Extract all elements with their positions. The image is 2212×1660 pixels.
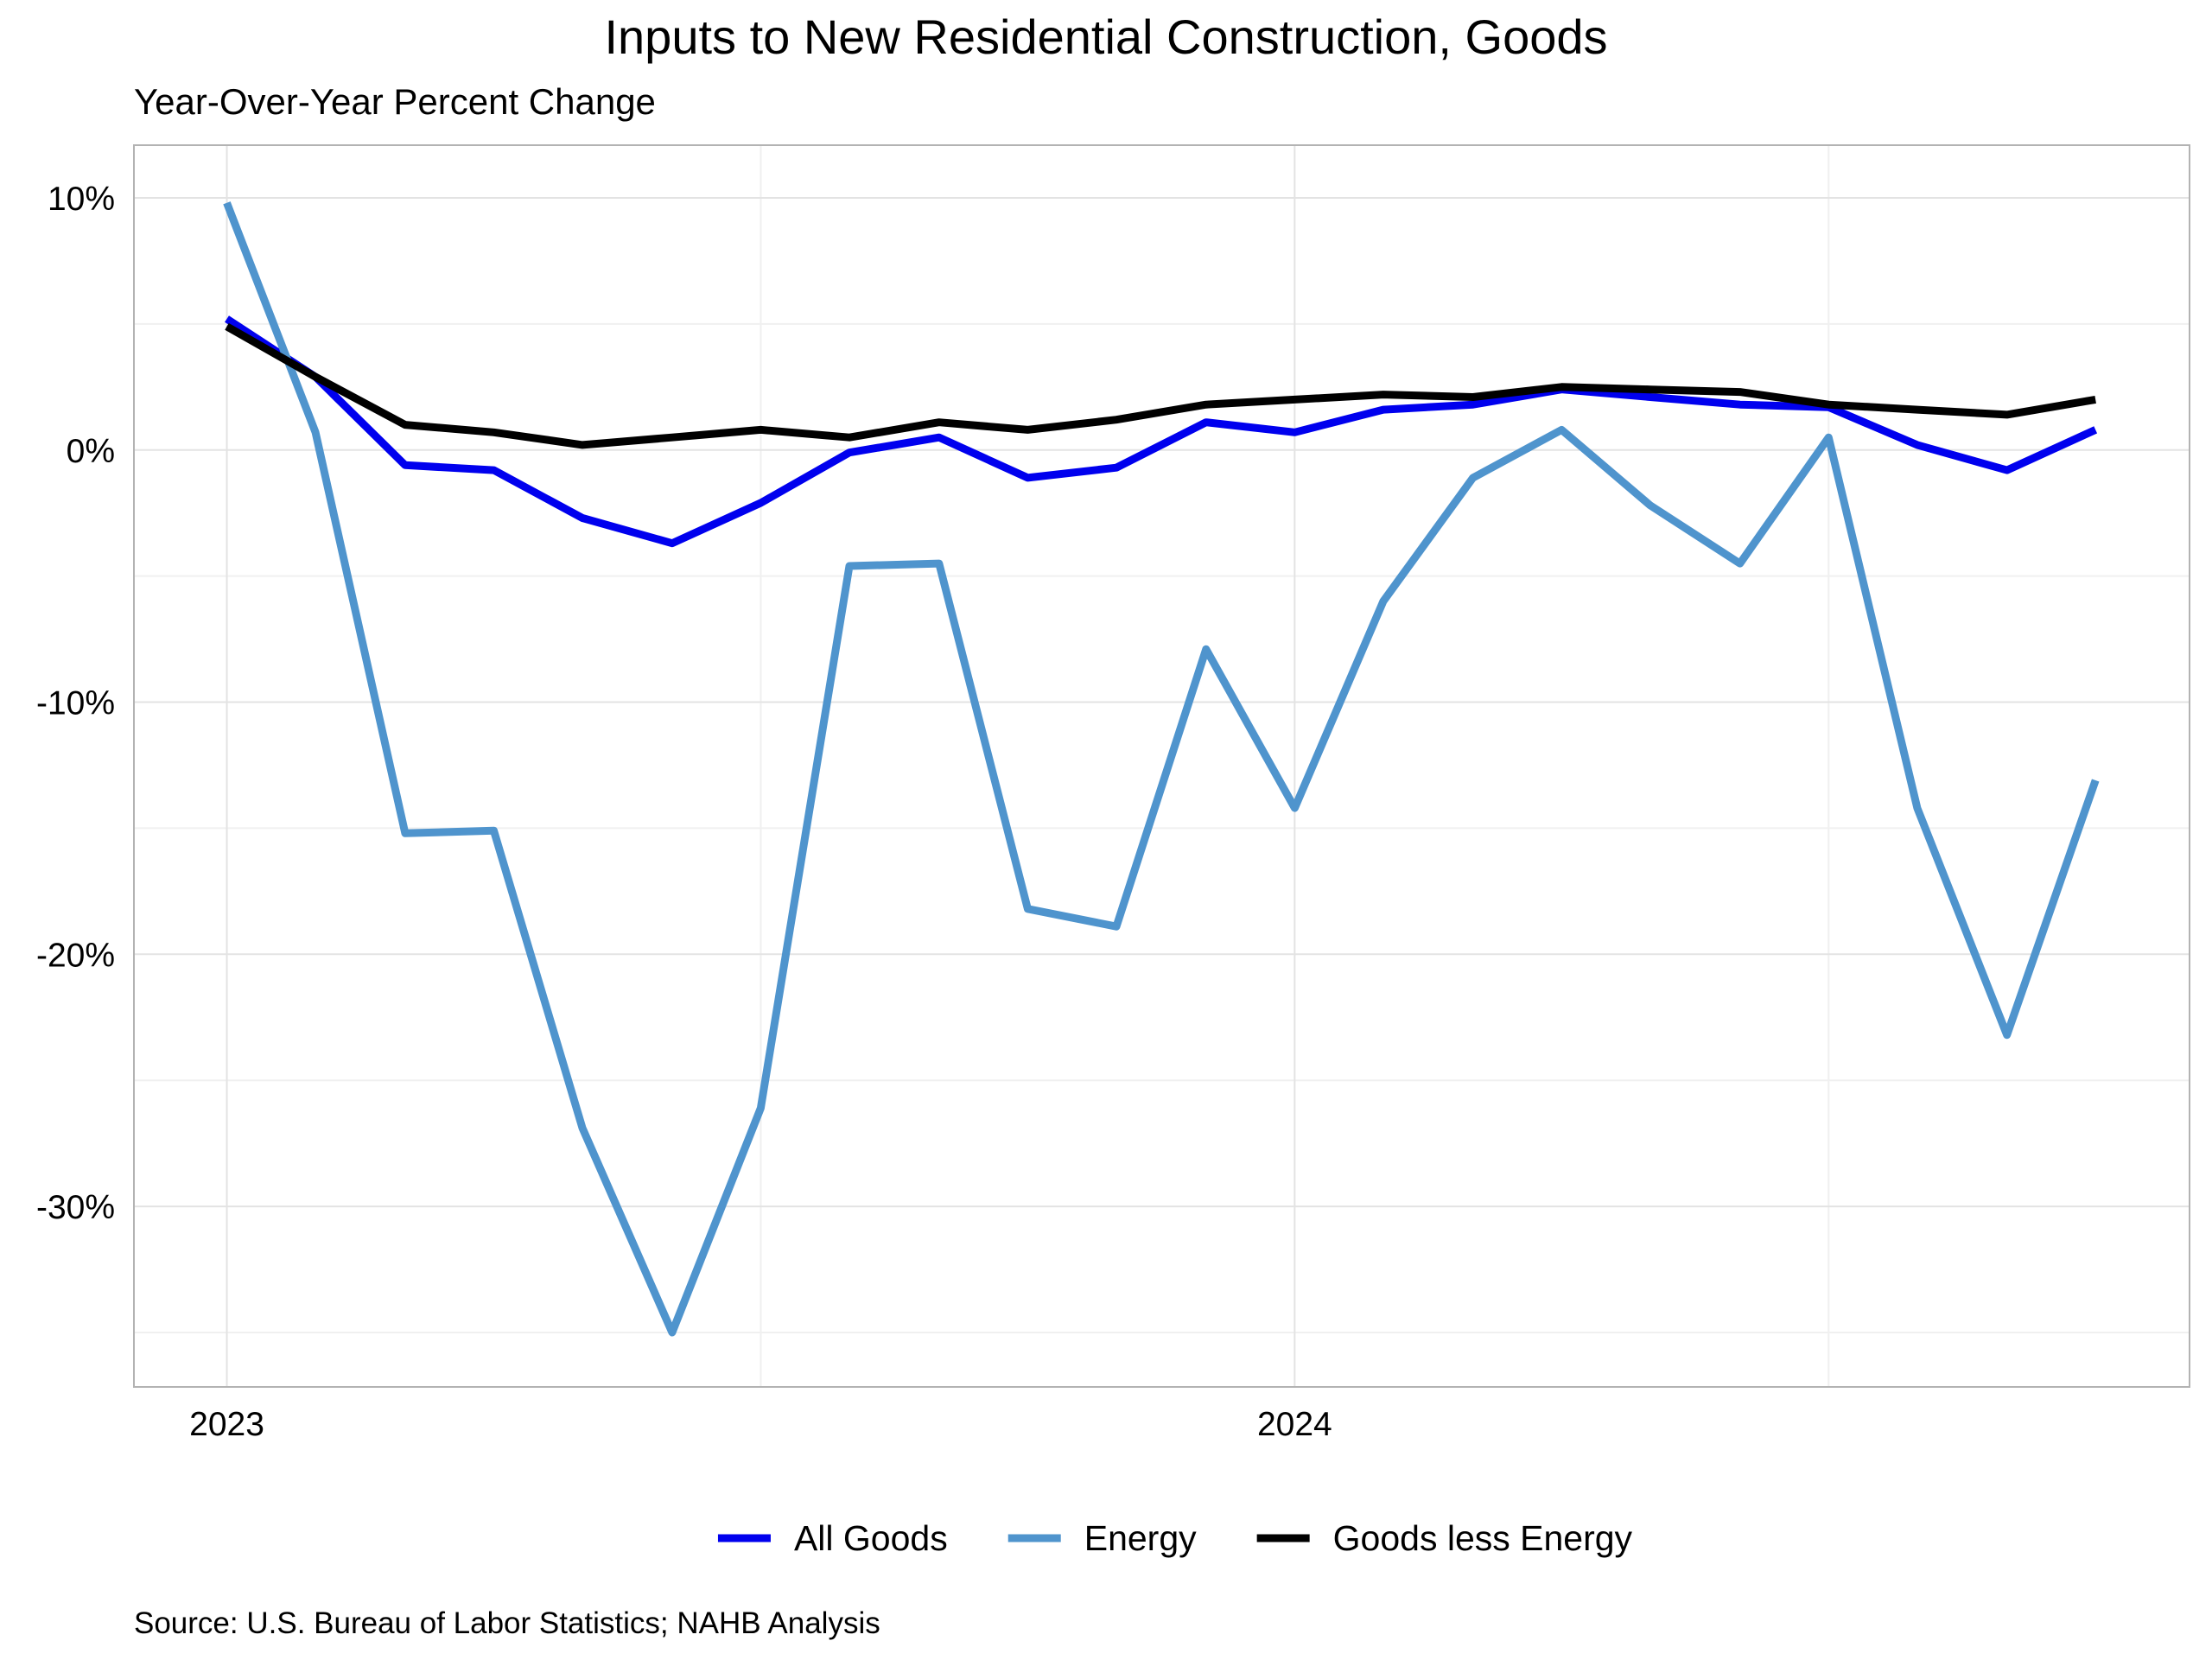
y-tick-label: -20% [36,937,115,974]
chart-title: Inputs to New Residential Construction, … [604,10,1607,64]
series-line [225,315,2098,548]
y-tick-label: -30% [36,1189,115,1226]
legend-label: Energy [1084,1518,1197,1558]
x-tick-label: 2023 [189,1406,264,1443]
source-note: Source: U.S. Bureau of Labor Statistics;… [134,1606,880,1640]
y-tick-label: 10% [48,181,115,218]
x-tick-label: 2024 [1257,1406,1332,1443]
y-tick-label: -10% [36,685,115,722]
series-line [225,322,2096,449]
chart-subtitle: Year-Over-Year Percent Change [134,81,656,122]
legend-label: Goods less Energy [1333,1518,1633,1558]
legend-label: All Goods [794,1518,948,1558]
y-tick-label: 0% [67,433,115,470]
plot-border [133,144,2190,1388]
legend: All Goods Energy Goods less Energy [717,1518,1633,1558]
series-line [223,201,2100,1337]
